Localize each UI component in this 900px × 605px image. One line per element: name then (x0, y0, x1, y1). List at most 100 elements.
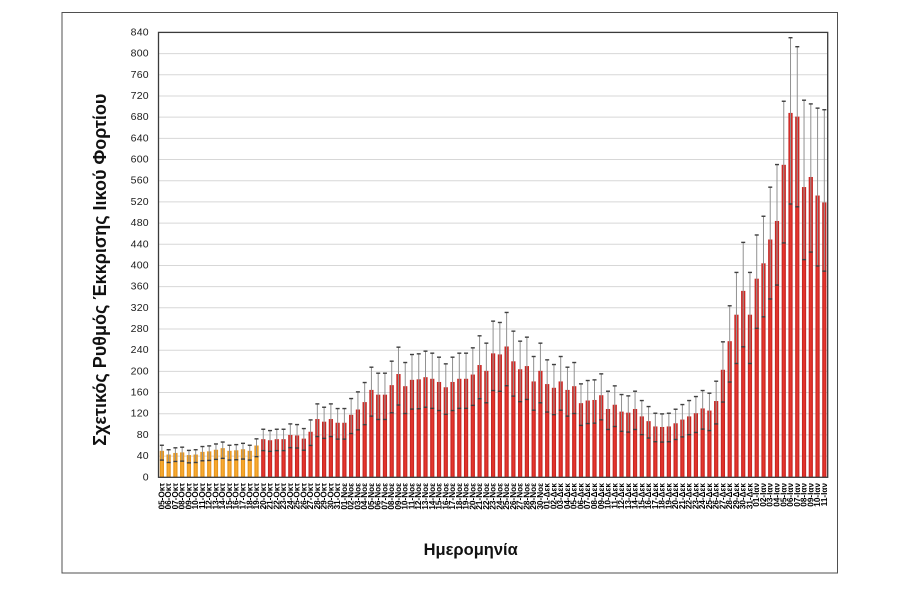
svg-text:240: 240 (131, 344, 149, 356)
svg-text:27-Δεκ: 27-Δεκ (718, 483, 727, 510)
svg-text:02-Νοε: 02-Νοε (347, 483, 356, 510)
svg-text:26-Νοε: 26-Νοε (509, 483, 518, 510)
svg-text:06-Οκτ: 06-Οκτ (164, 483, 173, 510)
svg-text:40: 40 (137, 450, 149, 462)
svg-text:400: 400 (131, 259, 149, 271)
svg-text:12-Νοε: 12-Νοε (414, 483, 423, 510)
svg-text:05-Ιαν: 05-Ιαν (779, 483, 788, 507)
svg-text:08-Οκτ: 08-Οκτ (178, 483, 187, 510)
svg-text:840: 840 (131, 26, 149, 38)
svg-text:360: 360 (131, 281, 149, 293)
svg-text:14-Νοε: 14-Νοε (428, 483, 437, 510)
svg-text:10-Δεκ: 10-Δεκ (604, 483, 613, 510)
svg-text:11-Δεκ: 11-Δεκ (610, 483, 619, 509)
svg-text:02-Δεκ: 02-Δεκ (549, 483, 558, 510)
svg-text:640: 640 (131, 132, 149, 144)
svg-text:10-Οκτ: 10-Οκτ (191, 483, 200, 510)
svg-text:11-Νοε: 11-Νοε (407, 483, 416, 509)
svg-text:04-Δεκ: 04-Δεκ (563, 483, 572, 510)
svg-text:28-Δεκ: 28-Δεκ (725, 483, 734, 510)
svg-text:18-Νοε: 18-Νοε (455, 483, 464, 510)
svg-text:Ημερομηνία: Ημερομηνία (424, 541, 518, 559)
svg-text:08-Δεκ: 08-Δεκ (590, 483, 599, 510)
svg-text:14-Οκτ: 14-Οκτ (218, 483, 227, 510)
svg-text:22-Νοε: 22-Νοε (482, 483, 491, 510)
svg-text:21-Δεκ: 21-Δεκ (678, 483, 687, 510)
svg-text:02-Ιαν: 02-Ιαν (759, 483, 768, 507)
svg-text:720: 720 (131, 90, 149, 102)
svg-text:04-Ιαν: 04-Ιαν (773, 483, 782, 507)
svg-text:25-Δεκ: 25-Δεκ (705, 483, 714, 510)
svg-text:12-Οκτ: 12-Οκτ (205, 483, 214, 510)
svg-text:20-Δεκ: 20-Δεκ (671, 483, 680, 510)
svg-text:760: 760 (131, 69, 149, 81)
svg-text:25-Οκτ: 25-Οκτ (293, 483, 302, 510)
svg-text:01-Δεκ: 01-Δεκ (543, 483, 552, 510)
svg-text:Σχετικός Ρυθμός Έκκρισης Ιικού: Σχετικός Ρυθμός Έκκρισης Ιικού Φορτίου (90, 94, 110, 446)
svg-text:13-Νοε: 13-Νοε (421, 483, 430, 510)
svg-text:11-Ιαν: 11-Ιαν (820, 483, 829, 507)
svg-text:13-Δεκ: 13-Δεκ (624, 483, 633, 510)
svg-text:23-Δεκ: 23-Δεκ (691, 483, 700, 510)
svg-text:31-Οκτ: 31-Οκτ (333, 483, 342, 510)
svg-text:19-Νοε: 19-Νοε (462, 483, 471, 510)
svg-text:200: 200 (131, 365, 149, 377)
svg-text:03-Ιαν: 03-Ιαν (766, 483, 775, 507)
svg-text:15-Δεκ: 15-Δεκ (637, 483, 646, 510)
svg-text:12-Δεκ: 12-Δεκ (617, 483, 626, 510)
svg-text:01-Ιαν: 01-Ιαν (752, 483, 761, 507)
svg-text:480: 480 (131, 217, 149, 229)
svg-text:16-Οκτ: 16-Οκτ (232, 483, 241, 510)
svg-text:06-Ιαν: 06-Ιαν (786, 483, 795, 507)
svg-text:05-Νοε: 05-Νοε (367, 483, 376, 510)
svg-text:08-Ιαν: 08-Ιαν (800, 483, 809, 507)
svg-text:15-Νοε: 15-Νοε (435, 483, 444, 510)
svg-text:22-Οκτ: 22-Οκτ (272, 483, 281, 510)
svg-text:280: 280 (131, 323, 149, 335)
svg-text:320: 320 (131, 302, 149, 314)
svg-text:29-Οκτ: 29-Οκτ (320, 483, 329, 510)
svg-text:19-Οκτ: 19-Οκτ (252, 483, 261, 510)
svg-text:07-Δεκ: 07-Δεκ (583, 483, 592, 510)
svg-text:28-Οκτ: 28-Οκτ (313, 483, 322, 510)
svg-text:07-Ιαν: 07-Ιαν (793, 483, 802, 507)
svg-text:09-Ιαν: 09-Ιαν (806, 483, 815, 507)
svg-text:30-Οκτ: 30-Οκτ (326, 483, 335, 510)
svg-text:23-Νοε: 23-Νοε (489, 483, 498, 510)
svg-text:11-Οκτ: 11-Οκτ (198, 483, 207, 509)
svg-text:07-Οκτ: 07-Οκτ (171, 483, 180, 510)
svg-text:06-Νοε: 06-Νοε (374, 483, 383, 510)
svg-text:120: 120 (131, 408, 149, 420)
svg-text:520: 520 (131, 196, 149, 208)
svg-text:18-Οκτ: 18-Οκτ (245, 483, 254, 510)
svg-text:03-Νοε: 03-Νοε (353, 483, 362, 510)
svg-text:26-Δεκ: 26-Δεκ (712, 483, 721, 510)
svg-text:10-Ιαν: 10-Ιαν (813, 483, 822, 507)
svg-text:680: 680 (131, 111, 149, 123)
svg-text:31-Δεκ: 31-Δεκ (745, 483, 754, 510)
svg-text:800: 800 (131, 48, 149, 60)
svg-text:20-Νοε: 20-Νοε (468, 483, 477, 510)
svg-text:0: 0 (143, 471, 149, 483)
svg-text:21-Οκτ: 21-Οκτ (266, 483, 275, 510)
svg-text:21-Νοε: 21-Νοε (475, 483, 484, 510)
svg-text:13-Οκτ: 13-Οκτ (211, 483, 220, 510)
svg-text:23-Οκτ: 23-Οκτ (279, 483, 288, 510)
svg-text:09-Νοε: 09-Νοε (394, 483, 403, 510)
svg-text:80: 80 (137, 429, 149, 441)
svg-text:19-Δεκ: 19-Δεκ (664, 483, 673, 510)
svg-text:28-Νοε: 28-Νοε (522, 483, 531, 510)
svg-text:30-Δεκ: 30-Δεκ (739, 483, 748, 510)
svg-text:05-Δεκ: 05-Δεκ (570, 483, 579, 510)
svg-text:22-Δεκ: 22-Δεκ (685, 483, 694, 510)
svg-text:04-Νοε: 04-Νοε (360, 483, 369, 510)
svg-text:25-Νοε: 25-Νοε (502, 483, 511, 510)
svg-text:160: 160 (131, 387, 149, 399)
svg-text:05-Οκτ: 05-Οκτ (157, 483, 166, 510)
svg-text:01-Νοε: 01-Νοε (340, 483, 349, 510)
svg-text:06-Δεκ: 06-Δεκ (576, 483, 585, 510)
svg-text:24-Δεκ: 24-Δεκ (698, 483, 707, 510)
svg-text:16-Δεκ: 16-Δεκ (644, 483, 653, 510)
svg-text:17-Δεκ: 17-Δεκ (651, 483, 660, 510)
svg-text:18-Δεκ: 18-Δεκ (658, 483, 667, 510)
